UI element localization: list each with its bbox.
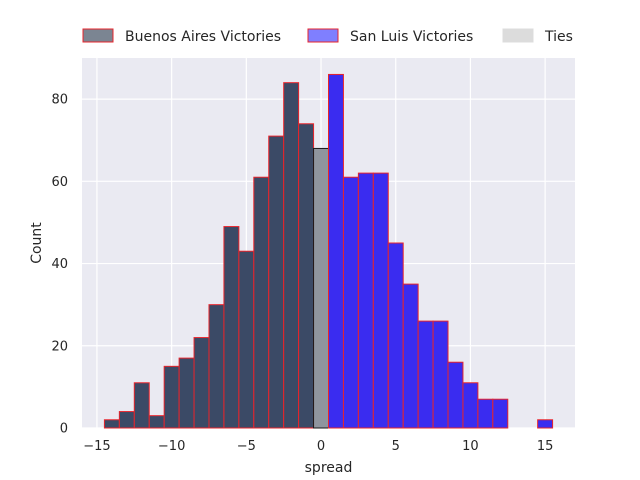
y-tick-label: 20 <box>51 339 68 354</box>
bar <box>103 419 120 429</box>
legend-swatch <box>82 28 114 43</box>
bar <box>537 419 554 429</box>
x-tick-label: −15 <box>83 439 110 454</box>
x-tick-label: 15 <box>537 439 554 454</box>
bar <box>223 226 240 429</box>
bar <box>432 320 449 429</box>
bar <box>208 304 225 429</box>
bar <box>268 135 285 429</box>
bar <box>298 123 315 429</box>
tick-labels: −15 −10 −5 0 5 10 15 0 20 40 60 80 <box>51 93 553 454</box>
x-axis-label: spread <box>305 460 353 476</box>
bar <box>342 176 359 429</box>
y-tick-label: 80 <box>51 93 68 108</box>
legend-swatch <box>502 28 534 43</box>
y-axis-label: Count <box>29 222 45 264</box>
x-tick-label: 0 <box>317 439 325 454</box>
legend-swatch <box>307 28 339 43</box>
bars <box>103 73 554 429</box>
bar <box>163 365 180 429</box>
bar <box>253 176 270 429</box>
legend-label: Buenos Aires Victories <box>125 29 281 45</box>
y-tick-label: 40 <box>51 257 68 272</box>
y-tick-label: 0 <box>60 422 68 437</box>
legend-label: San Luis Victories <box>350 29 473 45</box>
bar <box>313 147 330 429</box>
bar <box>118 411 135 429</box>
bar <box>193 337 210 429</box>
bar <box>372 172 389 429</box>
bar <box>402 283 419 429</box>
bar <box>417 320 434 429</box>
bar <box>477 398 494 429</box>
bar <box>328 73 344 429</box>
x-tick-label: −5 <box>237 439 256 454</box>
bar <box>133 382 150 429</box>
bar <box>178 357 195 429</box>
y-tick-label: 60 <box>51 175 68 190</box>
bar <box>447 361 464 429</box>
legend: Buenos Aires Victories San Luis Victories… <box>82 28 573 45</box>
bar <box>357 172 374 429</box>
bar <box>387 242 404 429</box>
bar <box>462 382 479 429</box>
bar <box>492 398 509 429</box>
bar <box>148 415 165 429</box>
x-tick-label: 5 <box>392 439 400 454</box>
legend-label: Ties <box>544 29 573 45</box>
x-tick-label: −10 <box>158 439 185 454</box>
bar <box>283 82 300 429</box>
bar <box>238 250 255 429</box>
x-tick-label: 10 <box>462 439 479 454</box>
